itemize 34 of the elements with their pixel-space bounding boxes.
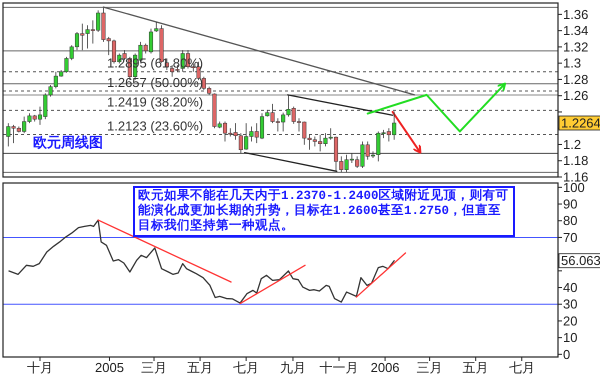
y-tick-label: 90 — [563, 196, 578, 212]
x-tick-label: 七月 — [233, 360, 260, 375]
x-tick-label: 三月 — [141, 360, 168, 375]
y-tick-label: 1.18 — [563, 153, 588, 168]
y-tick-label: 1.2 — [563, 136, 582, 152]
x-tick-label: 十月 — [27, 360, 53, 375]
y-tick-label: 70 — [563, 230, 578, 245]
y-tick-label: 80 — [563, 213, 578, 228]
x-tick-label: 十一月 — [320, 360, 359, 375]
y-tick-label: 10 — [563, 330, 578, 346]
x-tick-label: 五月 — [187, 360, 214, 375]
y-tick-label: 1.16 — [563, 170, 588, 184]
ref-line-label: 1.2123 (23.60%) — [107, 118, 204, 134]
last-value-label: 56.063 — [558, 253, 600, 268]
x-tick-label: 五月 — [462, 360, 489, 375]
x-tick-label: 2006 — [370, 360, 400, 375]
y-tick-label: 1.34 — [563, 23, 588, 38]
x-tick-label: 七月 — [508, 360, 535, 375]
y-tick-label: 20 — [563, 313, 578, 328]
y-tick-label: 0 — [563, 346, 570, 362]
x-tick-label: 三月 — [416, 360, 443, 375]
last-value-label: 1.2264 — [558, 116, 600, 130]
y-tick-label: 30 — [563, 296, 578, 312]
annotation: 欧元周线图 — [33, 134, 103, 150]
x-tick-label: 2005 — [95, 360, 124, 375]
y-tick-label: 1.3 — [563, 56, 582, 71]
note-box: 欧元如果不能在几天内于1.2370-1.2400区域附近见顶，则有可能演化成更加长期的升势，目标在1.2600甚至1.2750，但直至目标我们坚持第一种观点。 — [133, 186, 515, 237]
y-tick-label: 1.36 — [563, 6, 588, 22]
y-tick-label: 40 — [563, 280, 578, 296]
ref-line-label: 1.2419 (38.20%) — [107, 94, 204, 110]
x-tick-label: 九月 — [280, 360, 306, 375]
y-tick-label: 1.28 — [563, 72, 588, 87]
y-tick-label: 1.26 — [563, 88, 588, 104]
y-tick-label: 1.32 — [563, 39, 588, 54]
